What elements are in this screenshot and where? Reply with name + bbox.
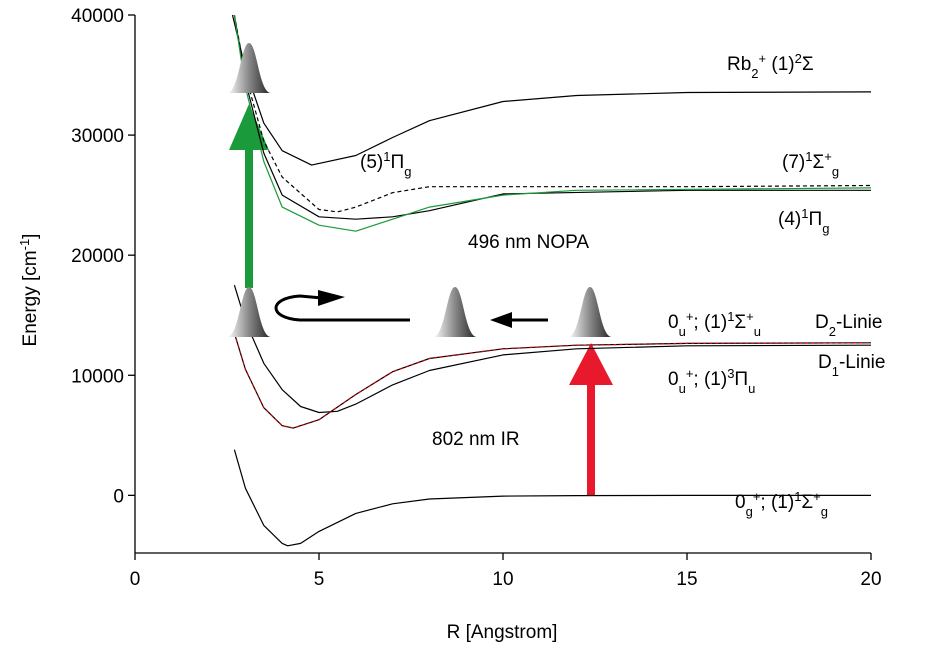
annotation: 802 nm IR	[432, 429, 520, 450]
text-part: ]	[20, 234, 41, 239]
text-part: g	[822, 221, 829, 236]
y-tick-label: 40000	[71, 6, 124, 27]
text-part: 0	[735, 492, 746, 513]
text-part: Σ	[812, 152, 824, 173]
text-part: Π	[734, 369, 748, 390]
text-part: 496 nm NOPA	[468, 232, 589, 253]
annotation: Rb2+ (1)2Σ	[727, 51, 814, 81]
y-tick-label: 30000	[71, 126, 124, 147]
wavepacket	[227, 287, 271, 337]
annotation: (7)1Σ+g	[782, 149, 839, 179]
text-part: g	[746, 504, 753, 519]
text-part: -1	[17, 239, 32, 251]
wavepacket	[433, 287, 477, 337]
curve	[233, 15, 871, 213]
text-part: (5)	[360, 152, 383, 173]
text-part: u	[748, 381, 755, 396]
text-part: u	[679, 324, 686, 339]
text-part: +	[686, 309, 694, 324]
x-axis-title: R [Angstrom]	[447, 622, 558, 643]
text-part: ; (1)	[693, 312, 727, 333]
curve	[233, 449, 871, 547]
curve	[233, 15, 871, 232]
text-part: +	[746, 309, 754, 324]
text-part: (4)	[778, 209, 801, 230]
text-part: Σ	[801, 492, 813, 513]
text-part: ; (1)	[693, 369, 727, 390]
text-part: Σ	[734, 312, 746, 333]
curves	[231, 15, 871, 547]
annotation: D1-Linie	[818, 352, 885, 379]
wavepackets	[227, 43, 612, 337]
text-part: 0	[668, 312, 679, 333]
text-part: -Linie	[839, 352, 885, 373]
y-tick-label: 20000	[71, 246, 124, 267]
text-part: D	[818, 352, 832, 373]
annotation: 0g+; (1)1Σ+g	[735, 489, 828, 519]
text-part: 1	[727, 309, 734, 324]
text-part: D	[815, 312, 829, 333]
text-part: g	[832, 164, 839, 179]
annotation: (4)1Πg	[778, 206, 829, 236]
text-part: 1	[801, 206, 808, 221]
y-axis-title: Energy [cm-1]	[17, 234, 42, 347]
curve	[233, 285, 871, 414]
text-part: u	[679, 381, 686, 396]
text-part: 2	[795, 51, 802, 66]
text-part: 802 nm IR	[432, 429, 520, 450]
y-tick-label: 0	[113, 486, 124, 507]
text-part: g	[821, 504, 828, 519]
text-part: 0	[668, 369, 679, 390]
curve	[231, 15, 871, 166]
text-part: 1	[383, 149, 390, 164]
x-tick-label: 15	[676, 569, 697, 590]
text-part: +	[759, 51, 767, 66]
annotation: 496 nm NOPA	[468, 232, 589, 253]
text-part: Π	[808, 209, 822, 230]
text-part: 1	[805, 149, 812, 164]
decoration	[229, 104, 613, 496]
text-part: 3	[727, 366, 734, 381]
text-part: +	[813, 489, 821, 504]
x-tick-label: 5	[314, 569, 325, 590]
text-part: +	[824, 149, 832, 164]
text-part: +	[686, 366, 694, 381]
text-part: Π	[390, 152, 404, 173]
curve-overlay	[233, 333, 871, 429]
text-part: +	[753, 489, 761, 504]
annotation: 0u+; (1)1Σ+u	[668, 309, 761, 339]
x-tick-label: 20	[860, 569, 881, 590]
text-part: ; (1)	[760, 492, 794, 513]
text-part: Energy [cm	[20, 250, 41, 346]
curve	[233, 333, 871, 429]
text-part: 2	[829, 324, 836, 339]
y-axis-title-text: Energy [cm-1]	[17, 234, 42, 347]
text-part: u	[754, 324, 761, 339]
x-tick-label: 0	[130, 569, 141, 590]
text-part: 1	[832, 364, 839, 379]
y-tick-label: 10000	[71, 366, 124, 387]
text-part: g	[404, 164, 411, 179]
text-part: (1)	[766, 54, 795, 75]
text-part: Rb	[727, 54, 751, 75]
text-part: (7)	[782, 152, 805, 173]
x-tick-label: 10	[492, 569, 513, 590]
wavepacket	[568, 287, 612, 337]
annotation: (5)1Πg	[360, 149, 411, 179]
annotation: D2-Linie	[815, 312, 882, 339]
wavepacket	[227, 43, 271, 93]
text-part: 1	[794, 489, 801, 504]
annotation: 0u+; (1)3Πu	[668, 366, 755, 396]
text-part: -Linie	[836, 312, 882, 333]
text-part: 2	[751, 66, 758, 81]
text-part: Σ	[802, 54, 814, 75]
